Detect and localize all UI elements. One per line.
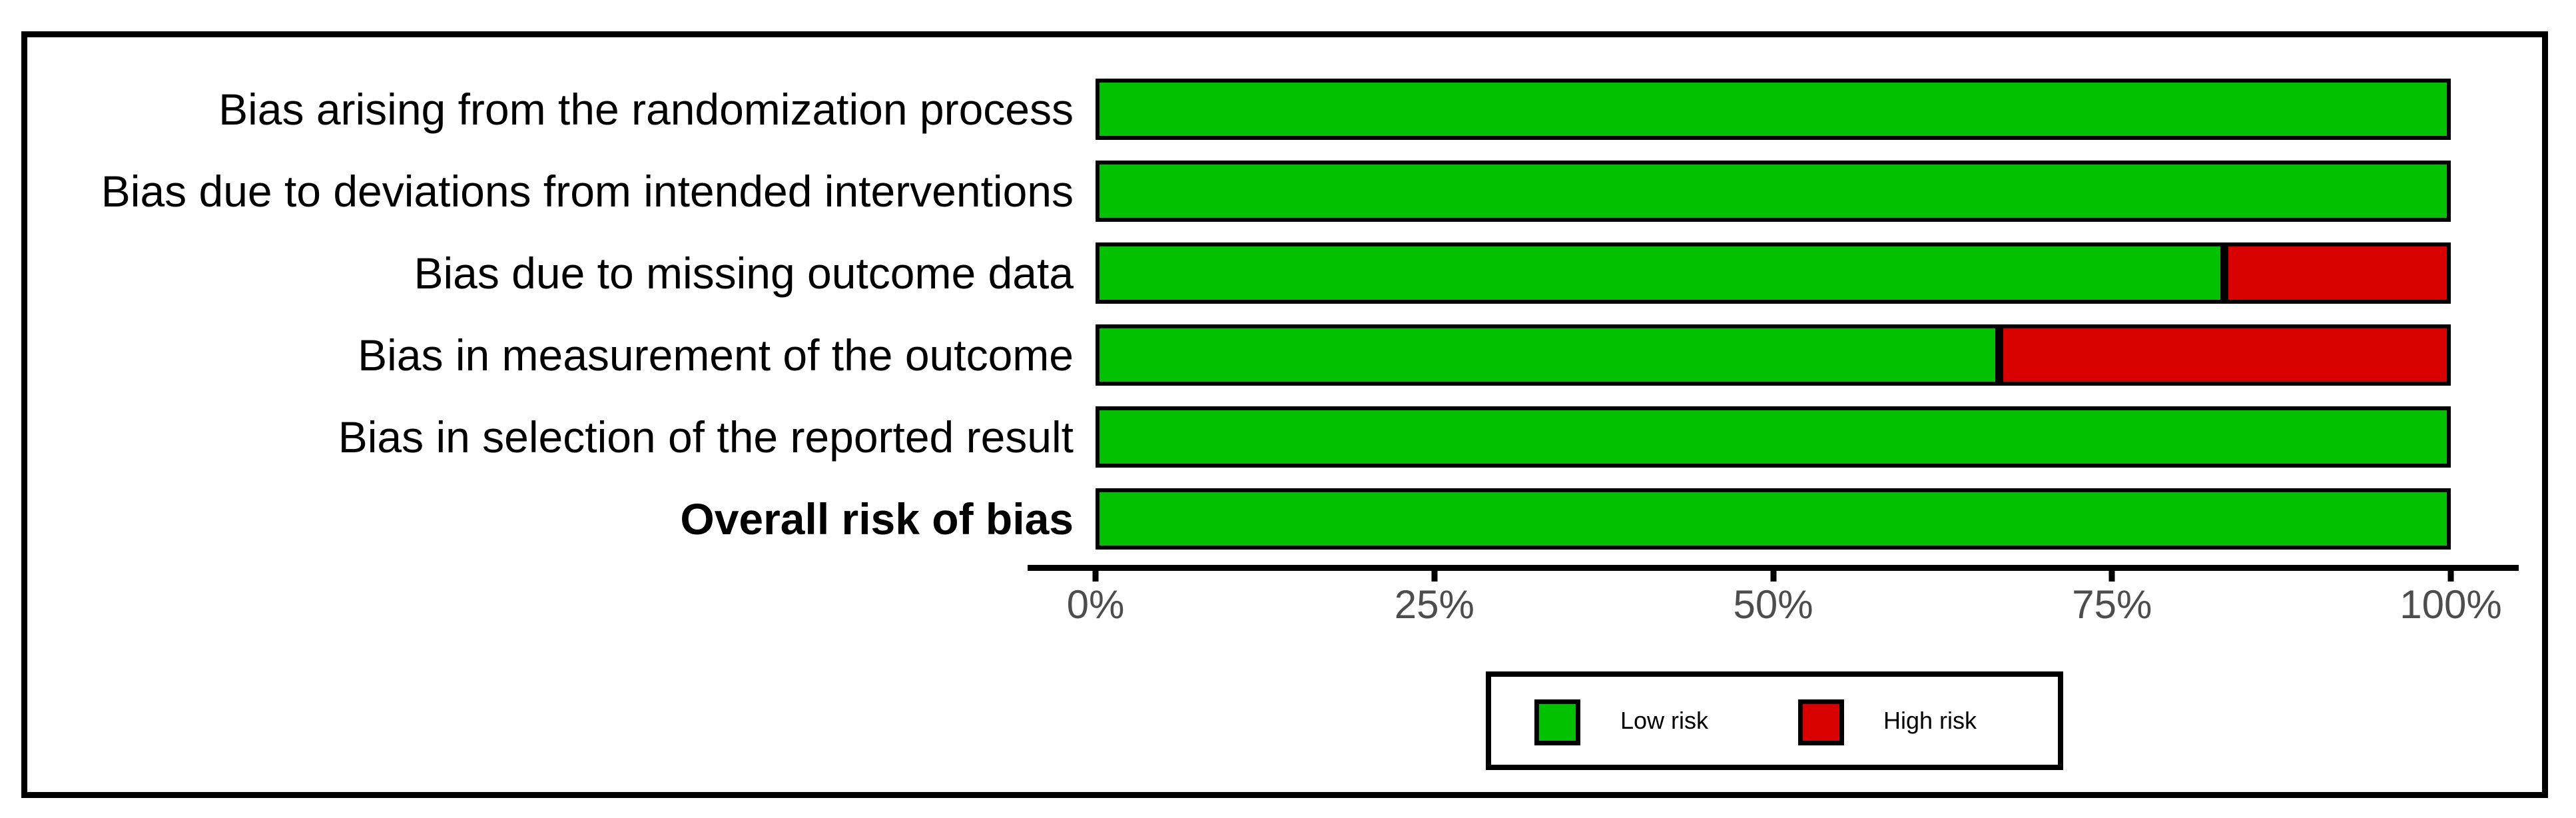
high-risk-swatch — [1798, 699, 1844, 745]
category-label-overall: Overall risk of bias — [680, 494, 1074, 544]
low-risk-segment — [1096, 161, 2451, 222]
risk-bar — [1096, 242, 2451, 304]
x-axis-tick-label: 75% — [2072, 582, 2152, 627]
figure-frame — [21, 31, 2548, 798]
x-axis-tick — [2108, 571, 2115, 582]
x-axis-tick — [1092, 571, 1099, 582]
high-risk-segment — [1999, 324, 2451, 386]
category-label: Bias due to deviations from intended int… — [101, 167, 1074, 216]
risk-bar — [1096, 324, 2451, 386]
x-axis-line — [1028, 565, 2519, 571]
category-label: Bias due to missing outcome data — [414, 248, 1074, 298]
x-axis-tick — [2447, 571, 2454, 582]
x-axis-tick-label: 50% — [1733, 582, 1813, 627]
x-axis-tick-label: 25% — [1394, 582, 1474, 627]
x-axis-tick-label: 0% — [1066, 582, 1125, 627]
legend-label-high-risk: High risk — [1883, 707, 1977, 734]
low-risk-segment — [1096, 324, 2000, 386]
risk-bar — [1096, 161, 2451, 222]
risk-bar — [1096, 488, 2451, 550]
x-axis-tick-label: 100% — [2400, 582, 2502, 627]
low-risk-segment — [1096, 406, 2451, 468]
x-axis-tick — [1770, 571, 1776, 582]
high-risk-segment — [2224, 242, 2451, 304]
risk-bar — [1096, 79, 2451, 140]
low-risk-swatch — [1534, 699, 1580, 745]
low-risk-segment — [1096, 242, 2225, 304]
legend-label-low-risk: Low risk — [1620, 707, 1709, 734]
risk-bar — [1096, 406, 2451, 468]
category-label: Bias arising from the randomization proc… — [218, 85, 1074, 134]
low-risk-segment — [1096, 488, 2451, 550]
category-label: Bias in selection of the reported result — [338, 412, 1074, 462]
legend-box: Low risk High risk — [1486, 671, 2063, 770]
category-label: Bias in measurement of the outcome — [358, 330, 1074, 380]
low-risk-segment — [1096, 79, 2451, 140]
x-axis-tick — [1431, 571, 1438, 582]
